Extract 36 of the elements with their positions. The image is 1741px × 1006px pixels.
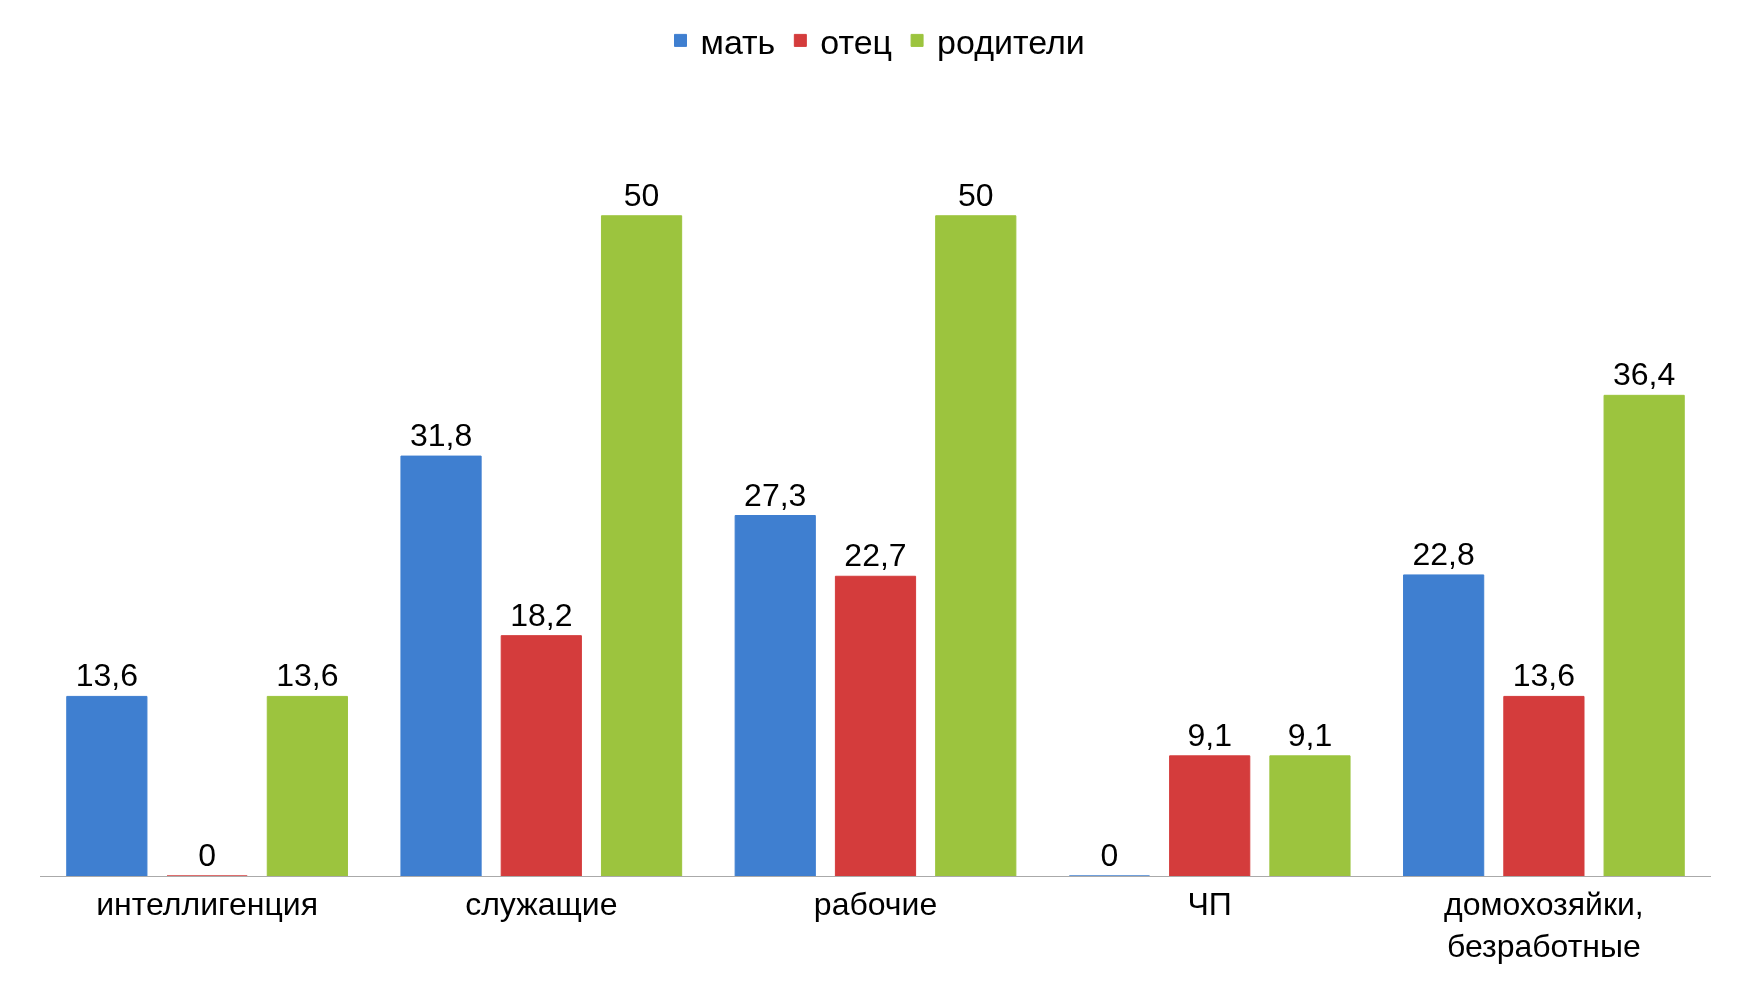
bar bbox=[1169, 755, 1251, 876]
legend-label: родители bbox=[937, 22, 1085, 61]
data-label: 22,8 bbox=[1412, 535, 1475, 572]
bar bbox=[1403, 574, 1485, 876]
data-label: 36,4 bbox=[1613, 356, 1676, 393]
data-label: 13,6 bbox=[75, 657, 138, 694]
legend-label: отец bbox=[820, 22, 893, 61]
legend-label: мать bbox=[700, 22, 776, 61]
bar bbox=[734, 515, 816, 876]
data-label: 0 bbox=[1100, 837, 1119, 873]
data-label: 0 bbox=[198, 837, 216, 873]
bar bbox=[1269, 755, 1351, 876]
x-tick-label: ЧП bbox=[1187, 886, 1232, 923]
x-tick-label: интеллигенция bbox=[96, 886, 318, 923]
bar bbox=[1503, 695, 1585, 876]
bar bbox=[266, 695, 348, 876]
data-label: 13,6 bbox=[276, 657, 339, 694]
data-label: 50 bbox=[957, 176, 994, 213]
data-label: 31,8 bbox=[409, 417, 473, 454]
data-label: 9,1 bbox=[1287, 716, 1333, 753]
bar bbox=[600, 215, 683, 876]
bar bbox=[1603, 394, 1685, 876]
bar bbox=[66, 695, 148, 876]
data-label: 50 bbox=[623, 176, 660, 213]
bar bbox=[834, 575, 917, 876]
data-label: 27,3 bbox=[744, 476, 807, 513]
data-label: 18,2 bbox=[510, 596, 573, 633]
data-label: 13,6 bbox=[1512, 657, 1576, 694]
bar bbox=[935, 215, 1017, 876]
x-tick-label: служащие bbox=[465, 886, 618, 923]
bar bbox=[400, 455, 482, 876]
data-label: 9,1 bbox=[1187, 716, 1232, 753]
x-tick-label: домохозяйки, безработные bbox=[1444, 886, 1644, 964]
x-tick-label: рабочие bbox=[813, 886, 938, 923]
bar bbox=[500, 635, 582, 876]
data-label: 22,7 bbox=[844, 537, 907, 574]
